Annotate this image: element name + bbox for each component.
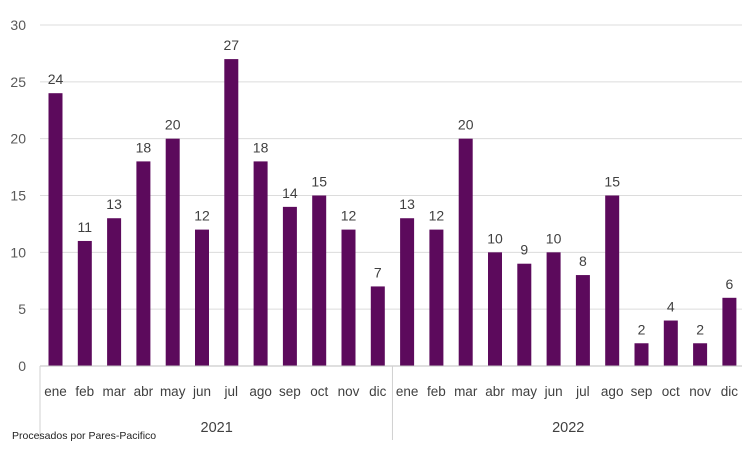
x-tick-label: ago — [601, 384, 624, 399]
bar — [282, 206, 297, 366]
bar — [370, 286, 385, 366]
bar — [341, 229, 356, 366]
data-label: 27 — [224, 37, 240, 53]
bar — [224, 59, 239, 366]
y-axis: 0 5 10 15 20 25 30 — [10, 17, 26, 374]
x-axis: ene feb mar abr may jun jul ago sep oct nov dic ene f… — [39, 365, 742, 440]
bar — [458, 138, 473, 366]
x-tick-label: ene — [396, 384, 419, 399]
y-tick-label: 10 — [10, 244, 26, 260]
x-tick-label: jun — [544, 384, 563, 399]
group-label: 2022 — [552, 420, 584, 436]
data-label: 4 — [667, 299, 675, 315]
bar — [488, 252, 502, 366]
data-label: 15 — [604, 174, 620, 190]
bar — [165, 138, 180, 366]
x-tick-label: mar — [102, 384, 126, 399]
x-tick-label: may — [512, 384, 538, 399]
x-tick-label: jul — [575, 384, 590, 399]
x-tick-label: abr — [134, 384, 154, 399]
y-tick-label: 30 — [10, 17, 26, 33]
bar — [605, 195, 620, 366]
data-label: 15 — [311, 174, 327, 190]
bar — [693, 343, 708, 366]
data-label: 2 — [696, 321, 704, 337]
data-label: 12 — [341, 208, 357, 224]
data-label: 18 — [136, 139, 152, 155]
x-tick-label: ago — [249, 384, 272, 399]
x-tick-label: dic — [721, 384, 739, 399]
data-label: 11 — [78, 219, 93, 235]
data-label: 20 — [165, 117, 181, 133]
y-tick-label: 5 — [18, 301, 26, 317]
bar — [429, 229, 444, 366]
bar — [517, 263, 532, 366]
x-tick-label: dic — [369, 384, 387, 399]
y-tick-label: 20 — [10, 131, 26, 147]
x-tick-label: feb — [75, 384, 94, 399]
data-label: 14 — [282, 185, 298, 201]
x-tick-label: mar — [454, 384, 478, 399]
data-label: 10 — [546, 230, 562, 246]
data-label: 10 — [487, 230, 503, 246]
bar — [107, 218, 122, 366]
x-tick-label: ene — [44, 384, 67, 399]
bar — [546, 252, 561, 366]
data-label: 18 — [253, 139, 269, 155]
bar — [722, 297, 737, 366]
bar — [77, 240, 92, 366]
x-tick-label: nov — [689, 384, 711, 399]
source-footnote: Procesados por Pares-Pacifico — [12, 430, 157, 442]
data-label: 13 — [106, 196, 122, 212]
data-label: 24 — [48, 71, 64, 87]
x-tick-label: oct — [310, 384, 328, 399]
x-tick-label: sep — [631, 384, 653, 399]
bars: 2411131820122718141512713122010910815242… — [48, 37, 737, 366]
x-tick-label: may — [160, 384, 186, 399]
bar — [136, 161, 151, 366]
data-label: 12 — [194, 208, 210, 224]
bar — [634, 343, 649, 366]
x-tick-label: sep — [279, 384, 301, 399]
bar — [400, 218, 415, 366]
data-label: 2 — [638, 321, 646, 337]
bar — [663, 320, 678, 366]
gridlines — [40, 24, 742, 310]
bar — [575, 275, 590, 366]
x-tick-label: oct — [662, 384, 680, 399]
y-tick-label: 0 — [18, 358, 26, 374]
data-label: 9 — [520, 242, 528, 258]
data-label: 8 — [579, 253, 587, 269]
bar — [195, 229, 209, 366]
data-label: 20 — [458, 117, 474, 133]
bar — [312, 195, 327, 366]
data-label: 7 — [374, 264, 382, 280]
x-tick-label: nov — [338, 384, 360, 399]
bar — [253, 161, 268, 366]
data-label: 13 — [399, 196, 415, 212]
x-tick-label: jul — [224, 384, 239, 399]
x-tick-label: abr — [485, 384, 505, 399]
y-tick-label: 25 — [10, 74, 26, 90]
group-label: 2021 — [201, 420, 233, 436]
x-tick-label: jun — [192, 384, 211, 399]
x-tick-label: feb — [427, 384, 446, 399]
data-label: 12 — [429, 208, 445, 224]
y-tick-label: 15 — [10, 188, 26, 204]
data-label: 6 — [726, 276, 734, 292]
bar — [48, 93, 63, 366]
